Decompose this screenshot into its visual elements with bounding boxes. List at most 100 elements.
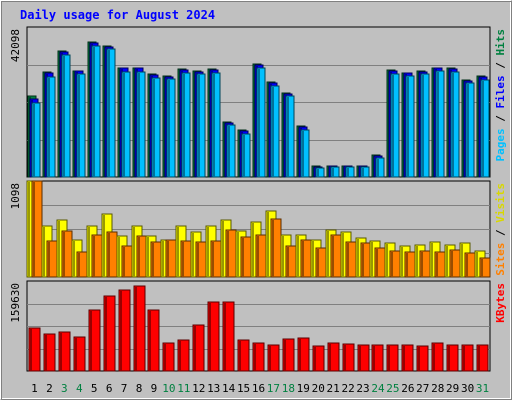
x-tick-label-day-13: 13 (207, 382, 220, 395)
bar-kbytes-day-26 (401, 344, 414, 372)
bar-pages-day-12 (196, 73, 206, 178)
bar-shade-sites-day-5 (93, 236, 95, 277)
bar-shade-visits-day-23 (357, 239, 359, 277)
series-label-files: Files (494, 75, 507, 108)
bar-sites-day-31 (479, 257, 491, 278)
bar-shade-kbytes-day-10 (164, 344, 166, 371)
bar-shade-sites-day-19 (302, 241, 304, 277)
bar-shade-kbytes-day-6 (105, 297, 107, 371)
bar-kbytes-day-2 (43, 333, 56, 372)
bar-shade-pages-day-22 (347, 168, 349, 177)
bar-shade-visits-day-6 (103, 215, 105, 277)
x-tick-label-day-10: 10 (162, 382, 175, 395)
bar-shade-visits-day-1 (28, 182, 30, 277)
bar-pages-day-27 (420, 73, 430, 178)
bar-shade-visits-day-18 (282, 236, 284, 277)
bar-shade-sites-day-12 (197, 243, 199, 277)
bar-shade-kbytes-day-11 (179, 341, 181, 371)
bar-shade-sites-day-22 (347, 243, 349, 277)
bar-kbytes-day-5 (88, 309, 101, 372)
bar-shade-sites-day-1 (33, 182, 35, 277)
bar-pages-day-23 (360, 166, 370, 178)
x-tick-label-day-20: 20 (312, 382, 325, 395)
bar-shade-kbytes-day-1 (30, 329, 32, 371)
bar-shade-sites-day-24 (376, 249, 378, 277)
series-label-kbytes: KBytes (494, 283, 507, 323)
bar-shade-pages-day-3 (63, 56, 65, 177)
bar-shade-kbytes-day-18 (284, 340, 286, 371)
bar-pages-day-6 (106, 48, 116, 178)
bar-shade-pages-day-20 (317, 169, 319, 177)
bar-kbytes-day-18 (282, 338, 295, 372)
bar-shade-sites-day-15 (242, 238, 244, 277)
bar-shade-sites-day-3 (63, 232, 65, 277)
bar-shade-pages-day-25 (392, 75, 394, 177)
bar-shade-sites-day-29 (451, 251, 453, 277)
bar-kbytes-day-21 (327, 342, 340, 372)
bar-pages-day-10 (166, 78, 176, 178)
bar-pages-day-18 (285, 95, 295, 178)
bar-shade-sites-day-8 (138, 237, 140, 277)
x-tick-label-day-27: 27 (416, 382, 429, 395)
bar-shade-visits-day-4 (73, 241, 75, 277)
bar-kbytes-day-4 (73, 336, 86, 372)
x-tick-label-day-23: 23 (356, 382, 369, 395)
bar-pages-day-7 (121, 71, 131, 178)
bar-shade-pages-day-16 (258, 69, 260, 177)
bar-kbytes-day-27 (416, 345, 429, 372)
series-label-: / (494, 109, 507, 129)
bar-shade-kbytes-day-4 (75, 338, 77, 371)
bar-pages-day-29 (450, 71, 460, 178)
bar-shade-visits-day-16 (252, 223, 254, 277)
bar-pages-day-1 (31, 102, 41, 178)
x-tick-label-day-15: 15 (237, 382, 250, 395)
bar-shade-kbytes-day-23 (359, 346, 361, 371)
bar-shade-sites-day-7 (123, 247, 125, 277)
bar-shade-visits-day-27 (416, 246, 418, 277)
bar-shade-pages-day-6 (108, 50, 110, 177)
bar-kbytes-day-15 (237, 339, 250, 372)
bar-shade-sites-day-18 (287, 247, 289, 277)
bar-kbytes-day-25 (386, 344, 399, 372)
bar-shade-sites-day-27 (421, 252, 423, 277)
bar-shade-visits-day-11 (177, 227, 179, 277)
bar-shade-kbytes-day-13 (209, 303, 211, 371)
bar-kbytes-day-16 (252, 342, 265, 372)
bar-shade-visits-day-14 (222, 221, 224, 277)
bar-pages-day-11 (181, 72, 191, 178)
bar-shade-kbytes-day-21 (329, 344, 331, 371)
x-tick-label-day-7: 7 (121, 382, 128, 395)
bar-shade-pages-day-11 (183, 74, 185, 177)
x-tick-label-day-1: 1 (31, 382, 38, 395)
x-tick-label-day-18: 18 (282, 382, 295, 395)
bar-shade-visits-day-21 (327, 231, 329, 277)
x-tick-label-day-8: 8 (136, 382, 143, 395)
bar-shade-sites-day-25 (391, 252, 393, 277)
bar-shade-pages-day-24 (377, 159, 379, 177)
bar-shade-kbytes-day-30 (463, 346, 465, 371)
x-tick-label-day-3: 3 (61, 382, 68, 395)
bar-kbytes-day-3 (58, 331, 71, 372)
bar-pages-day-13 (211, 72, 221, 178)
bar-shade-kbytes-day-7 (120, 291, 122, 371)
bar-kbytes-day-8 (133, 285, 146, 372)
bar-shade-pages-day-30 (467, 84, 469, 177)
x-tick-label-day-5: 5 (91, 382, 98, 395)
bar-pages-day-15 (241, 133, 251, 178)
series-labels-kbytes: KBytes (494, 283, 507, 323)
bar-pages-day-3 (61, 54, 71, 178)
bar-shade-kbytes-day-5 (90, 311, 92, 371)
bar-kbytes-day-28 (431, 342, 444, 372)
x-tick-label-day-17: 17 (267, 382, 280, 395)
bar-pages-day-24 (375, 157, 385, 178)
bar-shade-kbytes-day-8 (135, 287, 137, 371)
bar-shade-visits-day-9 (147, 237, 149, 277)
bar-shade-visits-day-28 (431, 243, 433, 277)
bar-shade-sites-day-23 (362, 244, 364, 277)
bar-shade-sites-day-4 (78, 253, 80, 277)
bar-shade-pages-day-18 (287, 97, 289, 177)
bar-shade-pages-day-9 (153, 79, 155, 177)
bar-shade-kbytes-day-25 (388, 346, 390, 371)
bar-shade-pages-day-21 (332, 168, 334, 177)
x-tick-label-day-16: 16 (252, 382, 265, 395)
